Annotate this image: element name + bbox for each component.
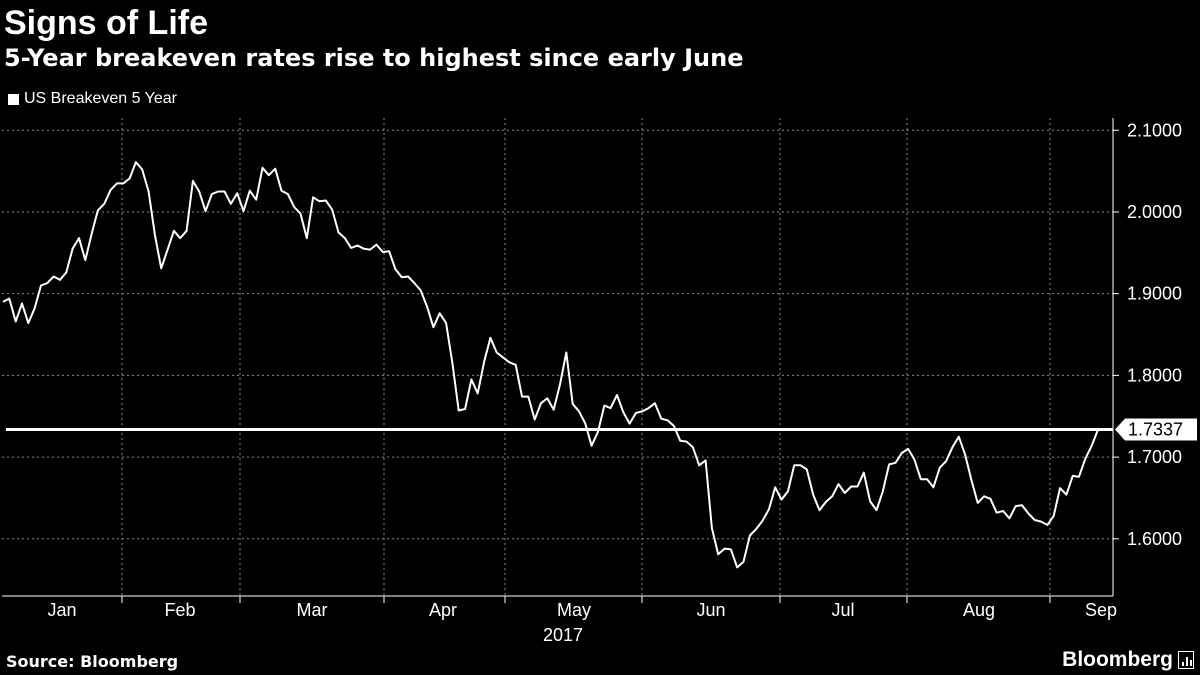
legend-swatch <box>8 93 19 105</box>
x-tick-label-7: Aug <box>963 600 995 620</box>
x-tick-label-4: May <box>557 600 591 620</box>
legend: US Breakeven 5 Year <box>8 90 177 108</box>
y-tick-label-3: 1.8000 <box>1127 365 1182 385</box>
x-tick-label-6: Jul <box>831 600 854 620</box>
x-tick-label-5: Jun <box>696 600 725 620</box>
reference-value-label: 1.7337 <box>1128 420 1183 440</box>
y-tick-label-5: 1.6000 <box>1127 529 1182 549</box>
y-tick-label-4: 1.7000 <box>1127 447 1182 467</box>
series-line-us-breakeven-5-year <box>2 161 1099 569</box>
x-tick-label-2: Mar <box>297 600 328 620</box>
chart-subtitle: 5-Year breakeven rates rise to highest s… <box>4 44 744 72</box>
y-tick-label-1: 2.0000 <box>1127 202 1182 222</box>
brand-name: Bloomberg <box>1062 648 1173 671</box>
legend-label: US Breakeven 5 Year <box>24 90 177 107</box>
bloomberg-logo: Bloomberg <box>1062 648 1194 672</box>
chart-title: Signs of Life <box>4 4 208 42</box>
x-tick-label-1: Feb <box>164 600 195 620</box>
x-tick-label-8: Sep <box>1085 600 1117 620</box>
x-tick-label-3: Apr <box>429 600 457 620</box>
x-tick-label-0: Jan <box>47 600 76 620</box>
y-tick-label-0: 2.1000 <box>1127 120 1182 140</box>
y-tick-label-2: 1.9000 <box>1127 284 1182 304</box>
chart-icon <box>1178 651 1194 669</box>
source-note: Source: Bloomberg <box>6 652 179 671</box>
x-axis-year-label: 2017 <box>543 625 583 645</box>
reference-value-tag <box>1115 418 1197 441</box>
